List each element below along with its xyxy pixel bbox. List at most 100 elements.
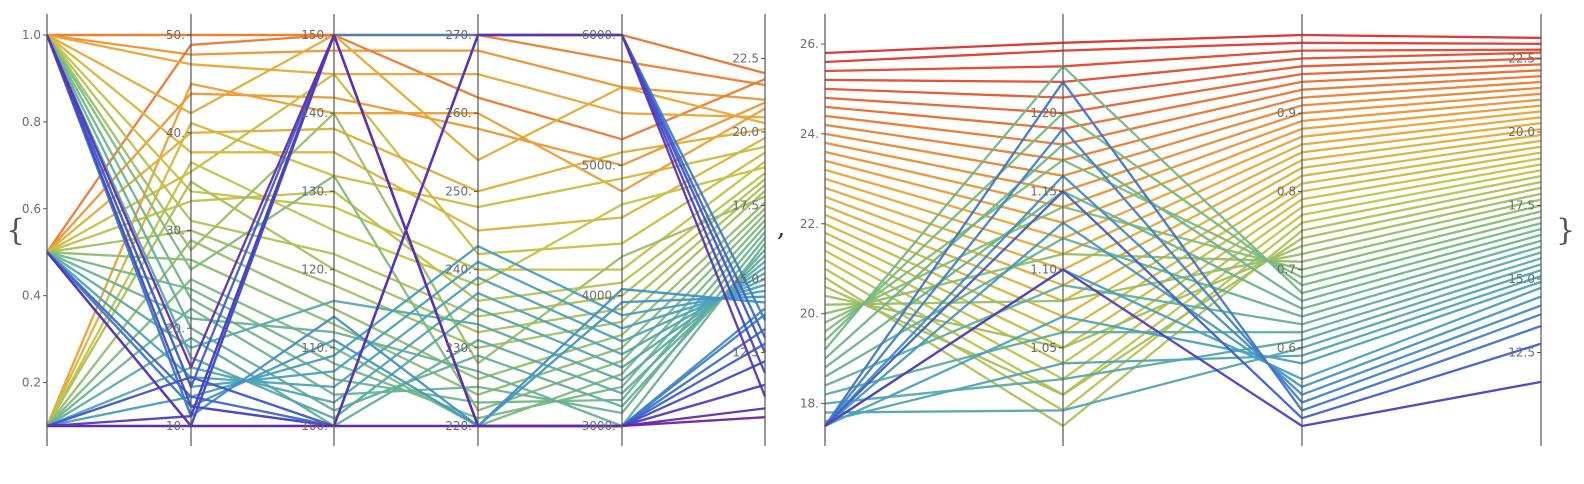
series-line-31 [46, 272, 766, 428]
axis-0-tick-label-0: 26. [800, 37, 819, 51]
series-line-12 [824, 104, 1542, 224]
series-lines [45, 33, 767, 428]
series-line-48 [824, 190, 1542, 427]
axis-1-tick-label-0: 50. [166, 28, 185, 42]
series-line-41 [824, 275, 1542, 423]
axis-2-tick-label-3: 0.6 [1277, 341, 1296, 355]
axis-0-tick-label-2: 22. [800, 217, 819, 231]
series-line-13 [824, 110, 1542, 240]
series-line-22 [824, 163, 1542, 381]
series-line-45 [824, 174, 1542, 427]
axis-0-tick-label-4: 18. [800, 397, 819, 411]
series-line-21 [46, 34, 766, 412]
series-line-3 [46, 33, 766, 253]
series-line-34 [46, 244, 766, 428]
series-line-30 [824, 205, 1542, 324]
axis-4-tick-label-0: 6000. [582, 28, 616, 42]
axis-1-tick-label-2: 1.10 [1030, 263, 1057, 277]
axis-3-tick-label-5: 220. [445, 419, 472, 433]
series-line-10 [824, 92, 1542, 193]
axis-4-tick-label-2: 4000. [582, 289, 616, 303]
series-line-6 [824, 69, 1542, 130]
series-line-48 [45, 33, 766, 428]
series-line-35 [824, 190, 1542, 369]
series-line-10 [45, 121, 766, 427]
series-line-7 [824, 75, 1542, 146]
parallel-coordinates-chart-2: 26. 24. 22. 20. 18. 1.20 1.15 1.10 1.05 0.9 0.8 0.7… [800, 14, 1542, 446]
list-open-brace: { [6, 213, 25, 248]
axis-5-tick-label-4: 12.5 [732, 346, 759, 360]
axis-3-tick-label-0: 270. [445, 28, 472, 42]
axis-4-tick-label-3: 3000. [582, 419, 616, 433]
series-line-4 [824, 57, 1542, 99]
series-line-32 [824, 112, 1542, 342]
axis-3-tick-label-4: 12.5 [1508, 346, 1535, 360]
axis-2-tick-label-0: 150. [301, 28, 328, 42]
axis-1-tick-label-3: 20. [166, 321, 185, 335]
series-line-33 [824, 65, 1542, 351]
series-line-34 [824, 143, 1542, 360]
series-line-8 [824, 80, 1542, 162]
series-line-46 [824, 127, 1542, 427]
series-line-26 [824, 186, 1542, 396]
axis-0-tick-label-0: 1.0 [22, 28, 41, 42]
axis-2-tick-label-2: 0.7 [1277, 263, 1296, 277]
axis-2-tick-label-0: 0.9 [1277, 106, 1296, 120]
axis-5-tick-label-1: 20.0 [732, 125, 759, 139]
axis-5-tick-label-0: 22.5 [732, 52, 759, 66]
series-line-15 [824, 122, 1542, 271]
series-line-13 [45, 160, 766, 427]
series-line-0 [824, 33, 1542, 55]
axis-0-tick-label-3: 20. [800, 307, 819, 321]
series-line-5 [824, 63, 1542, 115]
axis-1-tick-label-4: 10. [166, 419, 185, 433]
axis-1-tick-label-2: 30. [166, 224, 185, 238]
series-line-18 [46, 34, 766, 365]
series-line-20 [46, 207, 766, 396]
series-line-42 [824, 280, 1542, 428]
series-line-30 [45, 34, 766, 420]
series-line-1 [47, 33, 766, 87]
series-line-47 [824, 80, 1542, 427]
axis-5-tick-label-2: 17.5 [732, 199, 759, 213]
series-line-32 [46, 251, 766, 389]
axis-2-tick-label-4: 110. [301, 341, 328, 355]
axis-3-tick-label-0: 22.5 [1508, 52, 1535, 66]
series-lines [824, 33, 1542, 428]
axis-0-tick-label-1: 0.8 [22, 115, 41, 129]
series-line-49 [824, 268, 1542, 428]
series-line-19 [46, 201, 766, 427]
axis-0-tick-label-1: 24. [800, 127, 819, 141]
series-line-49 [47, 416, 766, 428]
series-line-11 [824, 98, 1542, 209]
series-line-14 [46, 172, 766, 303]
axis-1-tick-label-3: 1.05 [1030, 341, 1057, 355]
axis-3-tick-label-2: 17.5 [1508, 199, 1535, 213]
series-line-8 [46, 127, 766, 254]
series-line-7 [45, 82, 766, 427]
axis-0-tick-label-3: 0.4 [22, 289, 41, 303]
series-line-2 [824, 48, 1542, 73]
series-line-4 [46, 33, 766, 119]
series-line-31 [824, 158, 1542, 333]
axis-2-tick-label-1: 140. [301, 106, 328, 120]
series-line-15 [46, 34, 766, 318]
series-line-26 [46, 242, 766, 428]
axis-5-tick-label-3: 15.0 [732, 272, 759, 286]
axis-1-tick-label-1: 40. [166, 126, 185, 140]
axis-1-tick-label-1: 1.15 [1030, 184, 1057, 198]
series-line-11 [46, 72, 766, 256]
axis-3-tick-label-1: 20.0 [1508, 125, 1535, 139]
axis-0-tick-label-2: 0.6 [22, 202, 41, 216]
axis-3-tick-label-3: 240. [445, 263, 472, 277]
parallel-coordinates-chart-1: 1.0 0.8 0.6 0.4 0.2 50. 40. 30. 20. 10. 150. 140. 13… [22, 14, 767, 446]
series-line-1 [824, 41, 1542, 64]
series-line-9 [824, 86, 1542, 177]
list-separator: , [777, 213, 785, 243]
series-line-25 [824, 180, 1542, 428]
axis-2-tick-label-1: 0.8 [1277, 184, 1296, 198]
series-line-29 [824, 204, 1542, 315]
list-close-brace: } [1556, 213, 1575, 248]
axis-2-tick-label-5: 100. [301, 419, 328, 433]
